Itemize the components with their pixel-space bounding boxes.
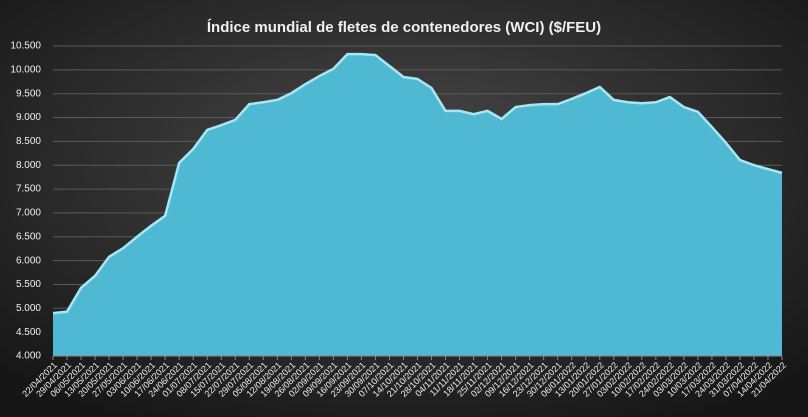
y-tick-label: 10.000: [10, 64, 41, 75]
y-tick-label: 7.000: [16, 208, 41, 219]
y-tick-label: 8.500: [16, 136, 41, 147]
y-tick-label: 10.500: [10, 41, 41, 52]
y-tick-label: 5.500: [16, 279, 41, 290]
y-tick-label: 7.500: [16, 184, 41, 195]
y-tick-label: 9.000: [16, 112, 41, 123]
area-edge: [52, 52, 783, 315]
y-tick-label: 4.000: [16, 351, 41, 362]
y-tick-label: 4.500: [16, 327, 41, 338]
y-tick-label: 6.500: [16, 231, 41, 242]
chart-title: Índice mundial de fletes de contenedores…: [207, 19, 601, 36]
y-tick-label: 8.000: [16, 160, 41, 171]
y-tick-label: 9.500: [16, 88, 41, 99]
y-tick-label: 5.000: [16, 303, 41, 314]
area: [53, 54, 782, 356]
y-tick-label: 6.000: [16, 255, 41, 266]
